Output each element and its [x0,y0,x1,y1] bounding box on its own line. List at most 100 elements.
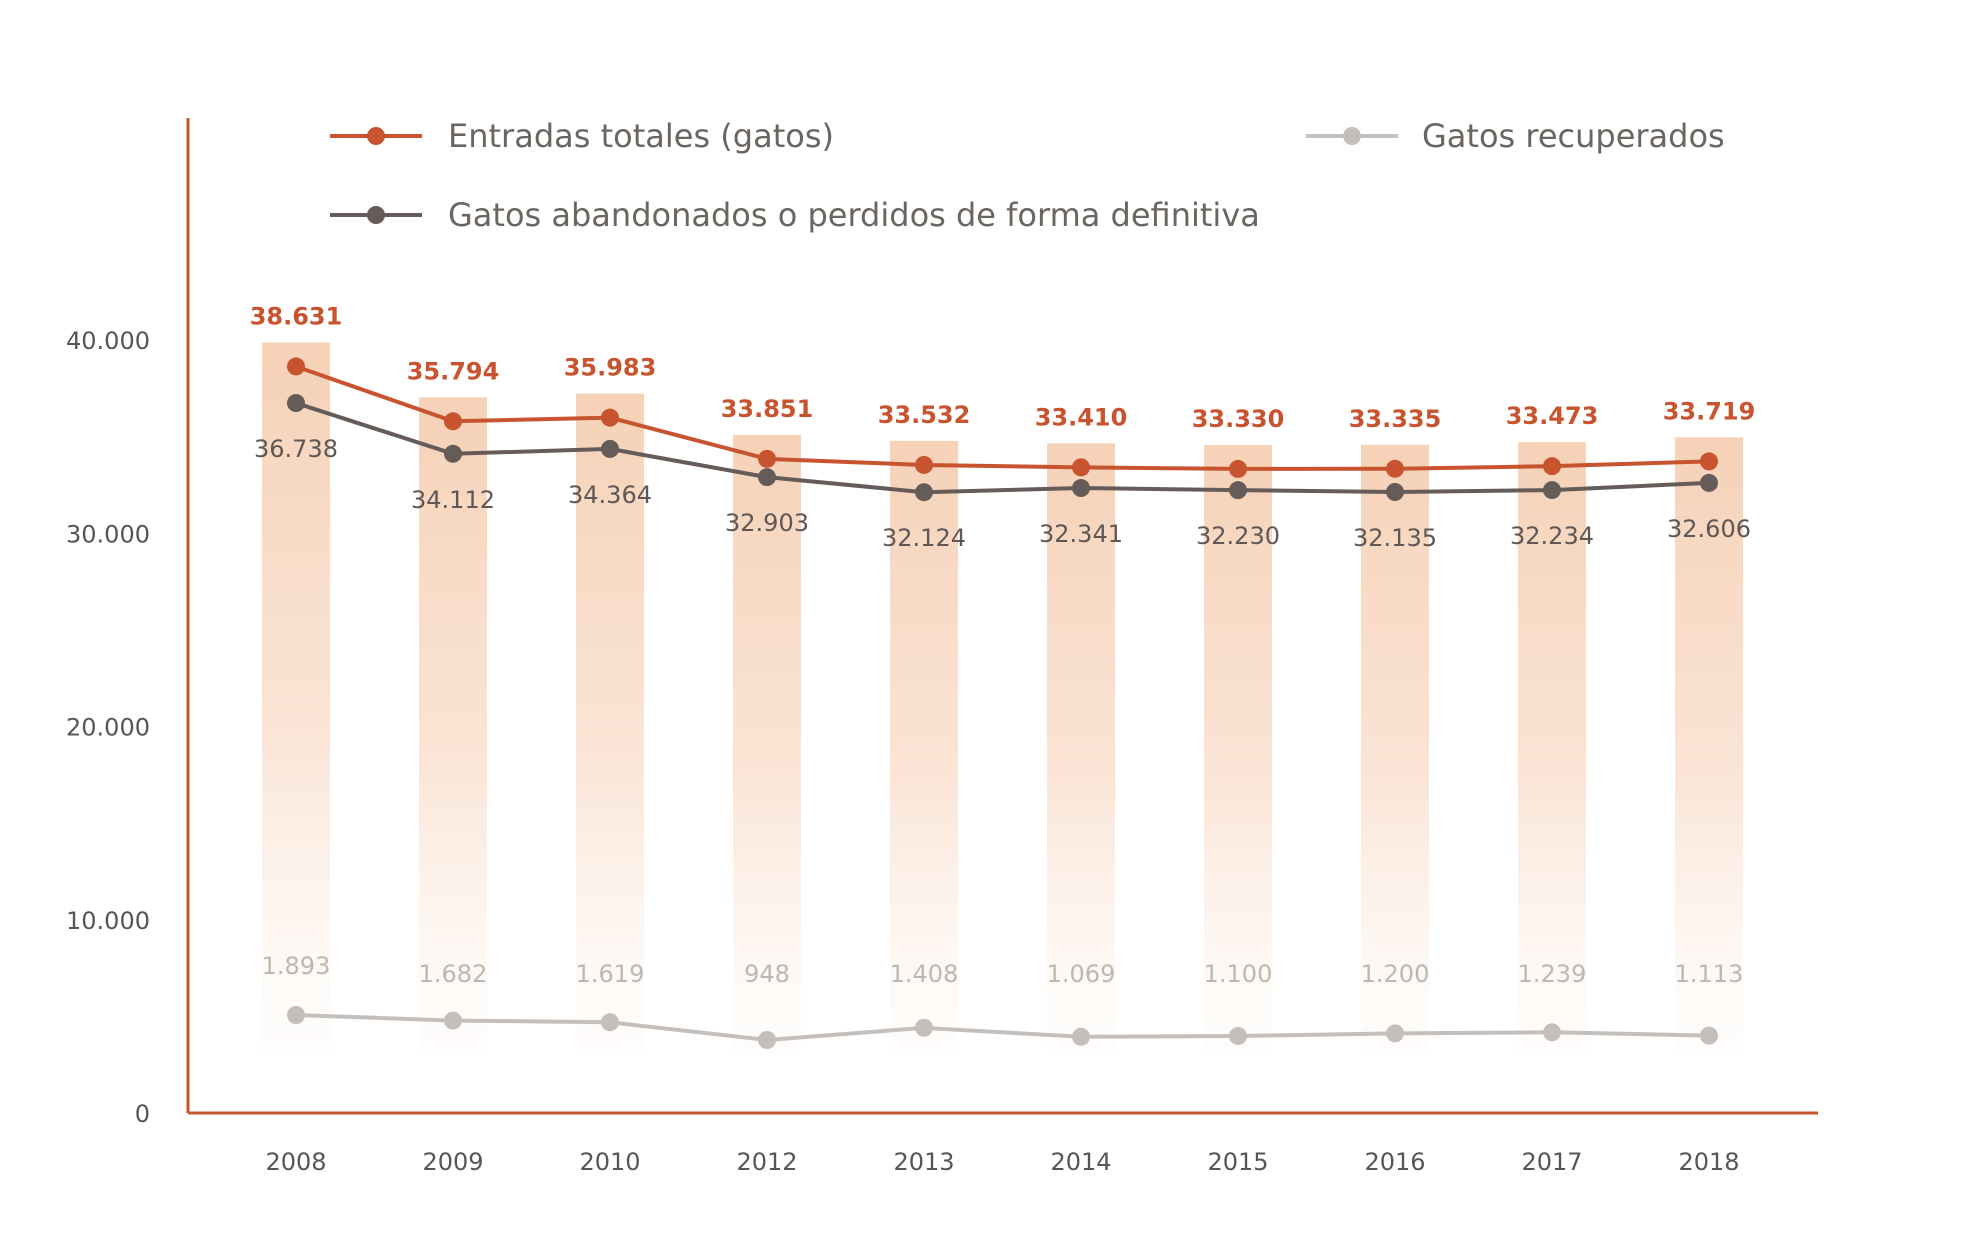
bar-2013 [890,440,958,1053]
point-abandonados-2016 [1386,482,1404,501]
point-recuperados-2016 [1386,1024,1404,1043]
y-tick-label: 10.000 [66,907,150,935]
ticks: 0 10.000 20.000 30.000 40.000 2008 2009 2010 201… [66,327,1740,1176]
point-total-2015 [1229,459,1247,478]
bar-2009 [419,397,487,1053]
x-tick-label: 2008 [265,1148,326,1176]
point-total-2014 [1072,458,1090,477]
bar-2010 [576,393,644,1053]
point-recuperados-2013 [915,1018,933,1037]
y-tick-label: 0 [135,1100,150,1128]
bars [262,342,1743,1054]
data-label-recuperados-2010: 1.619 [576,960,645,988]
point-abandonados-2018 [1700,473,1718,492]
lines [287,357,1718,1049]
data-label-recuperados-2012: 948 [744,960,790,988]
point-total-2008 [287,357,305,376]
data-label-recuperados-2013: 1.408 [890,960,959,988]
x-tick-label: 2015 [1207,1148,1268,1176]
data-label-total-2016: 33.335 [1349,405,1442,433]
data-label-recuperados-2016: 1.200 [1361,960,1430,988]
x-tick-label: 2014 [1050,1148,1111,1176]
legend: Entradas totales (gatos) Gatos recuperad… [330,117,1725,234]
y-tick-label: 30.000 [66,520,150,548]
bar-2017 [1518,442,1586,1053]
data-label-recuperados-2009: 1.682 [419,960,488,988]
x-tick-label: 2009 [422,1148,483,1176]
data-label-abandonados-2015: 32.230 [1196,522,1280,550]
point-recuperados-2012 [758,1031,776,1049]
point-recuperados-2015 [1229,1026,1247,1045]
x-tick-label: 2017 [1521,1148,1582,1176]
point-abandonados-2014 [1072,479,1090,498]
bar-2018 [1675,437,1743,1053]
data-label-total-2009: 35.794 [407,357,500,385]
point-abandonados-2009 [444,444,462,463]
series-line-total [295,364,1710,471]
legend-item-recuperados: Gatos recuperados [1306,117,1725,155]
point-total-2009 [444,412,462,431]
point-total-2012 [758,449,776,468]
data-label-abandonados-2010: 34.364 [568,481,652,509]
axes [186,118,1818,1115]
point-recuperados-2010 [601,1013,619,1032]
point-total-2017 [1543,457,1561,476]
point-recuperados-2014 [1072,1027,1090,1046]
y-tick-label: 40.000 [66,327,150,355]
data-label-abandonados-2016: 32.135 [1353,524,1437,552]
x-tick-label: 2012 [736,1148,797,1176]
data-label-recuperados-2008: 1.893 [262,952,331,980]
point-total-2010 [601,408,619,427]
series-line-recuperados [295,1013,1710,1043]
data-label-total-2015: 33.330 [1192,405,1285,433]
legend-item-total: Entradas totales (gatos) [330,117,834,155]
point-total-2018 [1700,452,1718,471]
point-abandonados-2015 [1229,481,1247,500]
bar-2016 [1361,444,1429,1053]
data-label-total-2017: 33.473 [1506,402,1599,430]
point-abandonados-2017 [1543,481,1561,500]
legend-marker-total [367,127,385,145]
point-total-2016 [1386,459,1404,478]
data-label-total-2014: 33.410 [1035,403,1128,431]
legend-item-abandonados: Gatos abandonados o perdidos de forma de… [330,196,1260,234]
legend-label-recuperados: Gatos recuperados [1422,117,1725,155]
point-recuperados-2009 [444,1011,462,1030]
bar-2014 [1047,443,1115,1053]
point-abandonados-2012 [758,468,776,487]
point-abandonados-2013 [915,483,933,502]
x-tick-label: 2010 [579,1148,640,1176]
y-tick-label: 20.000 [66,714,150,742]
point-abandonados-2010 [601,439,619,458]
data-label-abandonados-2008: 36.738 [254,435,338,463]
legend-marker-abandonados [367,206,385,224]
point-total-2013 [915,455,933,474]
data-label-abandonados-2018: 32.606 [1667,515,1751,543]
point-recuperados-2017 [1543,1023,1561,1042]
bar-2012 [733,434,801,1053]
data-label-recuperados-2017: 1.239 [1518,960,1587,988]
data-label-abandonados-2012: 32.903 [725,509,809,537]
point-abandonados-2008 [287,394,305,413]
data-label-total-2008: 38.631 [250,302,343,330]
data-label-recuperados-2014: 1.069 [1047,960,1116,988]
labels: 38.631 35.794 35.983 33.851 33.532 33.410 33.3… [250,302,1756,988]
data-label-abandonados-2017: 32.234 [1510,522,1594,550]
data-label-abandonados-2009: 34.112 [411,486,495,514]
series-line-abandonados [295,401,1710,495]
bar-2008 [262,342,330,1053]
data-label-total-2012: 33.851 [721,395,814,423]
legend-label-total: Entradas totales (gatos) [448,117,834,155]
data-label-total-2010: 35.983 [564,354,657,382]
x-tick-label: 2018 [1678,1148,1739,1176]
data-label-abandonados-2014: 32.341 [1039,520,1123,548]
data-label-total-2018: 33.719 [1663,397,1756,425]
x-tick-label: 2013 [893,1148,954,1176]
data-label-abandonados-2013: 32.124 [882,524,966,552]
data-label-recuperados-2015: 1.100 [1204,960,1273,988]
point-recuperados-2018 [1700,1026,1718,1045]
data-label-total-2013: 33.532 [878,401,971,429]
bar-2015 [1204,444,1272,1054]
legend-marker-recuperados [1343,127,1361,145]
